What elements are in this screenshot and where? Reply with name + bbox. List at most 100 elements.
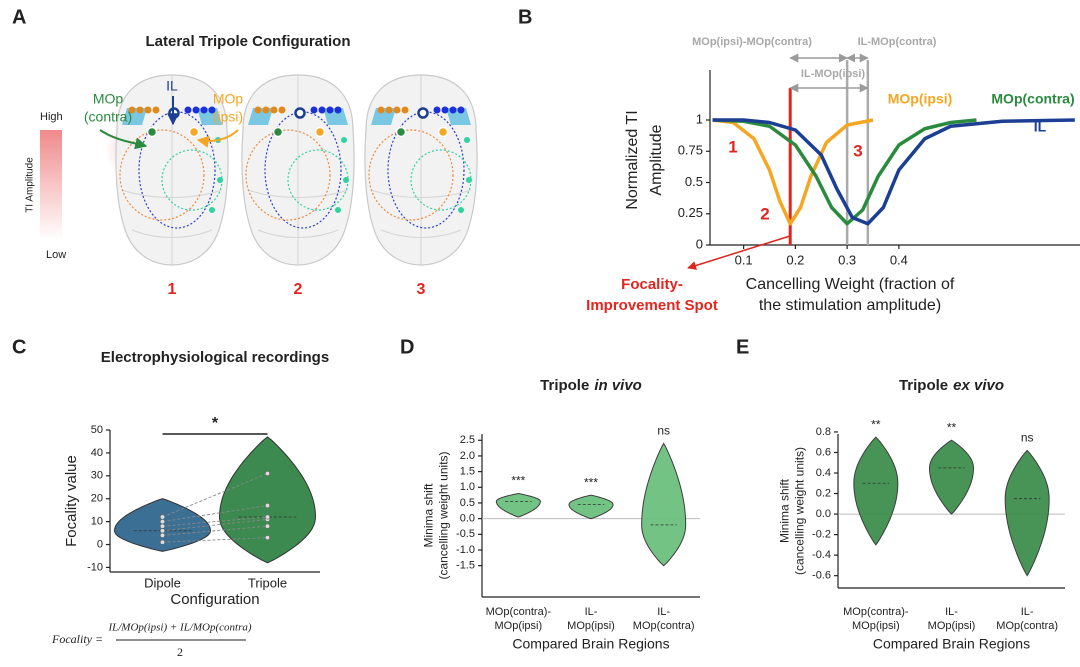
x-tick-label: MOp(contra)- <box>486 606 552 618</box>
config-number: 2 <box>294 281 303 298</box>
panel-title: Tripole in vivo <box>540 377 642 394</box>
panel-label: C <box>12 336 26 358</box>
y-tick-label: 0.75 <box>678 143 703 158</box>
region-label: MOp <box>93 91 124 107</box>
colorbar-label: TI Amplitude <box>25 157 36 213</box>
violin <box>495 493 541 518</box>
config-number: 3 <box>417 281 426 298</box>
x-tick-label: MOp(contra) <box>633 620 695 632</box>
x-tick-label: IL- <box>657 606 670 618</box>
y-tick-label: 0 <box>696 236 703 251</box>
line <box>712 118 874 226</box>
y-tick-label: -0.5 <box>456 528 475 540</box>
colorbar <box>40 130 62 240</box>
y-tick-label: -10 <box>87 561 103 573</box>
y-axis-label: Normalized TI <box>624 110 641 209</box>
significance: *** <box>511 474 525 488</box>
paired-point <box>264 514 270 520</box>
panel-title: Electrophysiological recordings <box>101 349 329 366</box>
brain-diagram <box>363 73 479 267</box>
annotation: 3 <box>853 141 862 160</box>
paired-line <box>162 537 268 543</box>
region-label: (ipsi) <box>213 109 243 125</box>
x-tick-label: Dipole <box>144 575 181 590</box>
y-tick-label: 0.2 <box>816 487 831 499</box>
paired-point <box>264 535 270 541</box>
title-part: Tripole <box>899 377 948 394</box>
x-tick-label: MOp(contra)- <box>843 606 909 618</box>
annotation: 2 <box>760 204 769 223</box>
paired-point <box>264 471 270 477</box>
x-tick-label: MOp(ipsi) <box>852 620 900 632</box>
y-tick-label: 0.0 <box>816 508 831 520</box>
formula-numerator: IL/MOp(ipsi) + IL/MOp(contra) <box>107 622 251 634</box>
panel-label: B <box>518 6 532 28</box>
callout-label: Focality- <box>621 276 683 293</box>
x-axis-label: Compared Brain Regions <box>512 636 669 652</box>
paired-point <box>160 539 166 545</box>
significance: *** <box>584 475 598 489</box>
paired-point <box>264 523 270 529</box>
paired-point <box>160 519 166 525</box>
paired-point <box>160 523 166 529</box>
x-tick-label: 0.4 <box>890 252 908 267</box>
paired-point <box>160 528 166 534</box>
y-axis-label: (cancelling weight units) <box>437 451 451 579</box>
y-axis-label: (cancelling weight units) <box>793 447 807 575</box>
y-tick-label: 0.8 <box>816 426 831 438</box>
title-part: Tripole <box>540 377 589 394</box>
arrow <box>99 129 148 150</box>
y-tick-label: 2.5 <box>460 434 475 446</box>
paired-line <box>162 525 268 536</box>
panel-title: Tripole ex vivo <box>899 377 1004 394</box>
y-axis-label: Amplitude <box>648 124 665 195</box>
y-tick-label: -1.0 <box>456 544 475 556</box>
paired-point <box>160 514 166 520</box>
y-tick-label: 0.0 <box>460 513 475 525</box>
y-axis-label: Focality value <box>63 455 80 547</box>
significance: ** <box>871 417 881 431</box>
panel-label: A <box>12 6 26 28</box>
violin <box>1004 449 1050 577</box>
x-tick-label: IL- <box>585 606 598 618</box>
line <box>712 118 977 226</box>
violin <box>928 439 975 515</box>
paired-point <box>264 503 270 509</box>
x-tick-label: 0.2 <box>786 252 804 267</box>
annotation: 1 <box>728 137 737 156</box>
paired-line <box>162 516 268 527</box>
callout-label: Improvement Spot <box>586 297 718 314</box>
y-tick-label: 50 <box>91 424 103 436</box>
legend-label: IL <box>1034 119 1047 135</box>
callout-arrow <box>687 235 791 270</box>
x-tick-label: 0.3 <box>838 252 856 267</box>
x-tick-label: IL- <box>945 606 958 618</box>
panel-title: Lateral Tripole Configuration <box>145 33 350 50</box>
violin <box>853 436 899 546</box>
violin <box>568 494 614 520</box>
significance: * <box>212 415 219 432</box>
y-axis-label: Minima shift <box>422 483 436 548</box>
formula-lhs: Focality = <box>51 632 103 646</box>
x-tick-label: IL- <box>1021 606 1034 618</box>
formula-denominator: 2 <box>177 645 183 659</box>
title-part: ex vivo <box>953 377 1004 394</box>
y-tick-label: -0.2 <box>812 529 831 541</box>
y-tick-label: 1.0 <box>460 481 475 493</box>
significance: ns <box>1021 431 1034 445</box>
y-axis-label: Minima shift <box>778 478 792 543</box>
y-tick-label: 2.0 <box>460 450 475 462</box>
y-tick-label: 40 <box>91 447 103 459</box>
y-tick-label: 0.5 <box>460 497 475 509</box>
y-tick-label: 1.5 <box>460 466 475 478</box>
y-tick-label: 20 <box>91 493 103 505</box>
config-number: 1 <box>168 281 177 298</box>
x-tick-label: MOp(ipsi) <box>567 620 615 632</box>
legend-label: MOp(ipsi) <box>888 91 953 107</box>
span-label: IL-MOp(contra) <box>858 36 937 48</box>
y-tick-label: 0.5 <box>685 174 703 189</box>
significance: ns <box>657 424 670 438</box>
y-tick-label: 10 <box>91 516 103 528</box>
region-label: MOp <box>213 91 244 107</box>
